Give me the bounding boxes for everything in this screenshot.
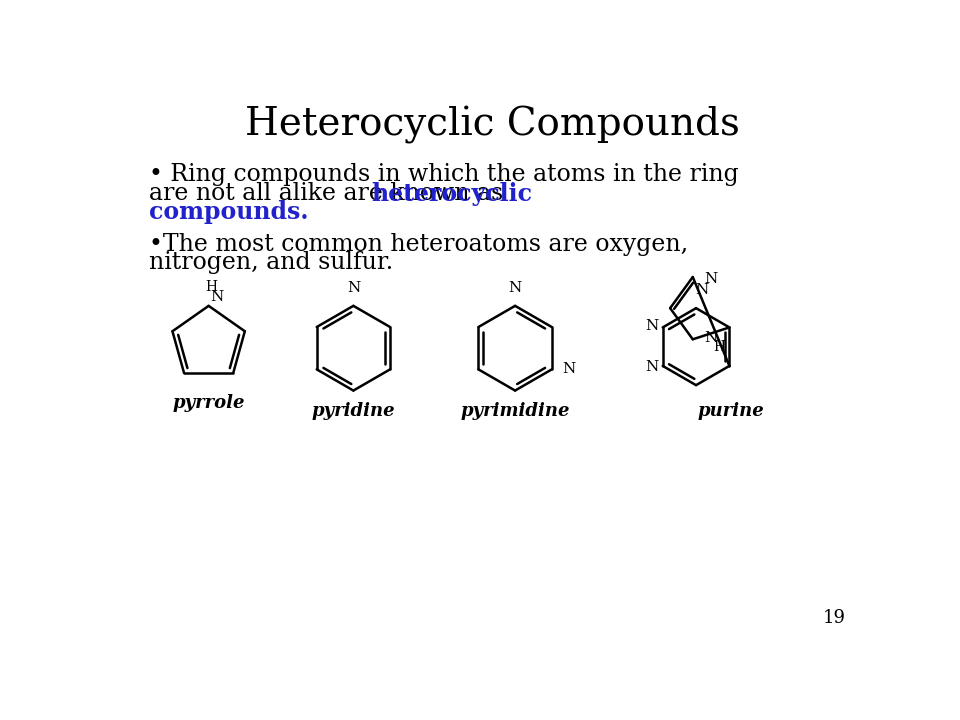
Text: N: N — [696, 284, 708, 297]
Text: pyridine: pyridine — [312, 402, 396, 420]
Text: 19: 19 — [823, 609, 846, 627]
Text: •The most common heteroatoms are oxygen,: •The most common heteroatoms are oxygen, — [150, 233, 688, 256]
Text: pyrrole: pyrrole — [173, 395, 245, 413]
Text: N: N — [645, 361, 659, 374]
Text: N: N — [347, 281, 360, 295]
Text: N: N — [645, 319, 659, 333]
Text: H: H — [713, 340, 726, 354]
Text: nitrogen, and sulfur.: nitrogen, and sulfur. — [150, 251, 394, 274]
Text: H: H — [205, 279, 218, 294]
Text: N: N — [563, 362, 576, 377]
Text: N: N — [705, 271, 717, 286]
Text: pyrimidine: pyrimidine — [461, 402, 570, 420]
Text: Heterocyclic Compounds: Heterocyclic Compounds — [245, 106, 739, 144]
Text: heterocyclic: heterocyclic — [372, 182, 533, 206]
Text: are not all alike are known as: are not all alike are known as — [150, 182, 511, 205]
Text: compounds.: compounds. — [150, 200, 309, 225]
Text: N: N — [210, 290, 224, 305]
Text: • Ring compounds in which the atoms in the ring: • Ring compounds in which the atoms in t… — [150, 163, 739, 186]
Text: purine: purine — [697, 402, 764, 420]
Text: N: N — [705, 330, 717, 345]
Text: N: N — [509, 281, 521, 295]
